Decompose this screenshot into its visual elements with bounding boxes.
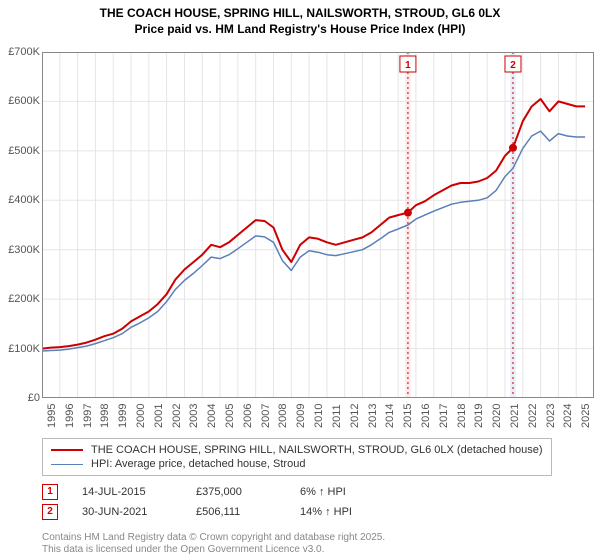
x-tick-label: 2025 [580,404,592,428]
x-tick-label: 2008 [277,404,289,428]
legend-swatch [51,464,83,465]
x-tick-label: 2009 [295,404,307,428]
x-tick-label: 2005 [224,404,236,428]
data-row-date: 30-JUN-2021 [82,506,172,518]
y-tick-label: £300K [0,244,40,256]
y-tick-label: £200K [0,293,40,305]
x-tick-label: 2001 [153,404,165,428]
data-point-table: 1 14-JUL-2015 £375,000 6% ↑ HPI 2 30-JUN-2021… [42,482,410,522]
legend-swatch [51,449,83,451]
data-row-marker: 1 [42,484,58,500]
legend-box: THE COACH HOUSE, SPRING HILL, NAILSWORTH… [42,438,552,476]
data-row: 2 30-JUN-2021 £506,111 14% ↑ HPI [42,502,410,522]
x-tick-label: 2022 [527,404,539,428]
footer-line1: Contains HM Land Registry data © Crown c… [42,532,385,544]
x-tick-label: 1995 [46,404,58,428]
x-tick-label: 2012 [349,404,361,428]
chart-plot-area: 12 [42,52,594,398]
y-tick-label: £600K [0,95,40,107]
legend-item: HPI: Average price, detached house, Stro… [51,457,543,471]
legend-label: HPI: Average price, detached house, Stro… [91,458,305,470]
data-row-marker: 2 [42,504,58,520]
y-tick-label: £700K [0,46,40,58]
legend-item: THE COACH HOUSE, SPRING HILL, NAILSWORTH… [51,443,543,457]
data-row-price: £506,111 [196,506,276,518]
x-tick-label: 2017 [438,404,450,428]
legend-label: THE COACH HOUSE, SPRING HILL, NAILSWORTH… [91,444,543,456]
x-tick-label: 2018 [456,404,468,428]
x-tick-label: 1996 [64,404,76,428]
x-tick-label: 2000 [135,404,147,428]
x-tick-label: 2021 [509,404,521,428]
title-line2: Price paid vs. HM Land Registry's House … [10,22,590,38]
x-tick-label: 1997 [82,404,94,428]
x-tick-label: 2015 [402,404,414,428]
x-tick-label: 2013 [367,404,379,428]
x-tick-label: 2010 [313,404,325,428]
svg-text:1: 1 [405,60,411,71]
y-tick-label: £100K [0,343,40,355]
x-tick-label: 2011 [331,404,343,428]
x-tick-label: 2006 [242,404,254,428]
x-tick-label: 2007 [260,404,272,428]
x-tick-label: 2019 [473,404,485,428]
title-line1: THE COACH HOUSE, SPRING HILL, NAILSWORTH… [10,6,590,22]
x-tick-label: 2003 [188,404,200,428]
data-row-hpi: 6% ↑ HPI [300,486,410,498]
x-tick-label: 2020 [491,404,503,428]
x-tick-label: 2023 [545,404,557,428]
data-row-hpi: 14% ↑ HPI [300,506,410,518]
x-tick-label: 1998 [99,404,111,428]
y-tick-label: £0 [0,392,40,404]
x-tick-label: 2014 [384,404,396,428]
x-tick-label: 1999 [117,404,129,428]
chart-title: THE COACH HOUSE, SPRING HILL, NAILSWORTH… [0,0,600,39]
x-tick-label: 2016 [420,404,432,428]
data-row-price: £375,000 [196,486,276,498]
x-tick-label: 2024 [562,404,574,428]
y-tick-label: £400K [0,194,40,206]
x-tick-label: 2002 [171,404,183,428]
x-tick-label: 2004 [206,404,218,428]
footer-line2: This data is licensed under the Open Gov… [42,544,385,556]
data-row: 1 14-JUL-2015 £375,000 6% ↑ HPI [42,482,410,502]
chart-svg: 12 [42,52,594,398]
data-row-date: 14-JUL-2015 [82,486,172,498]
footer-attribution: Contains HM Land Registry data © Crown c… [42,532,385,556]
y-tick-label: £500K [0,145,40,157]
svg-text:2: 2 [510,60,516,71]
